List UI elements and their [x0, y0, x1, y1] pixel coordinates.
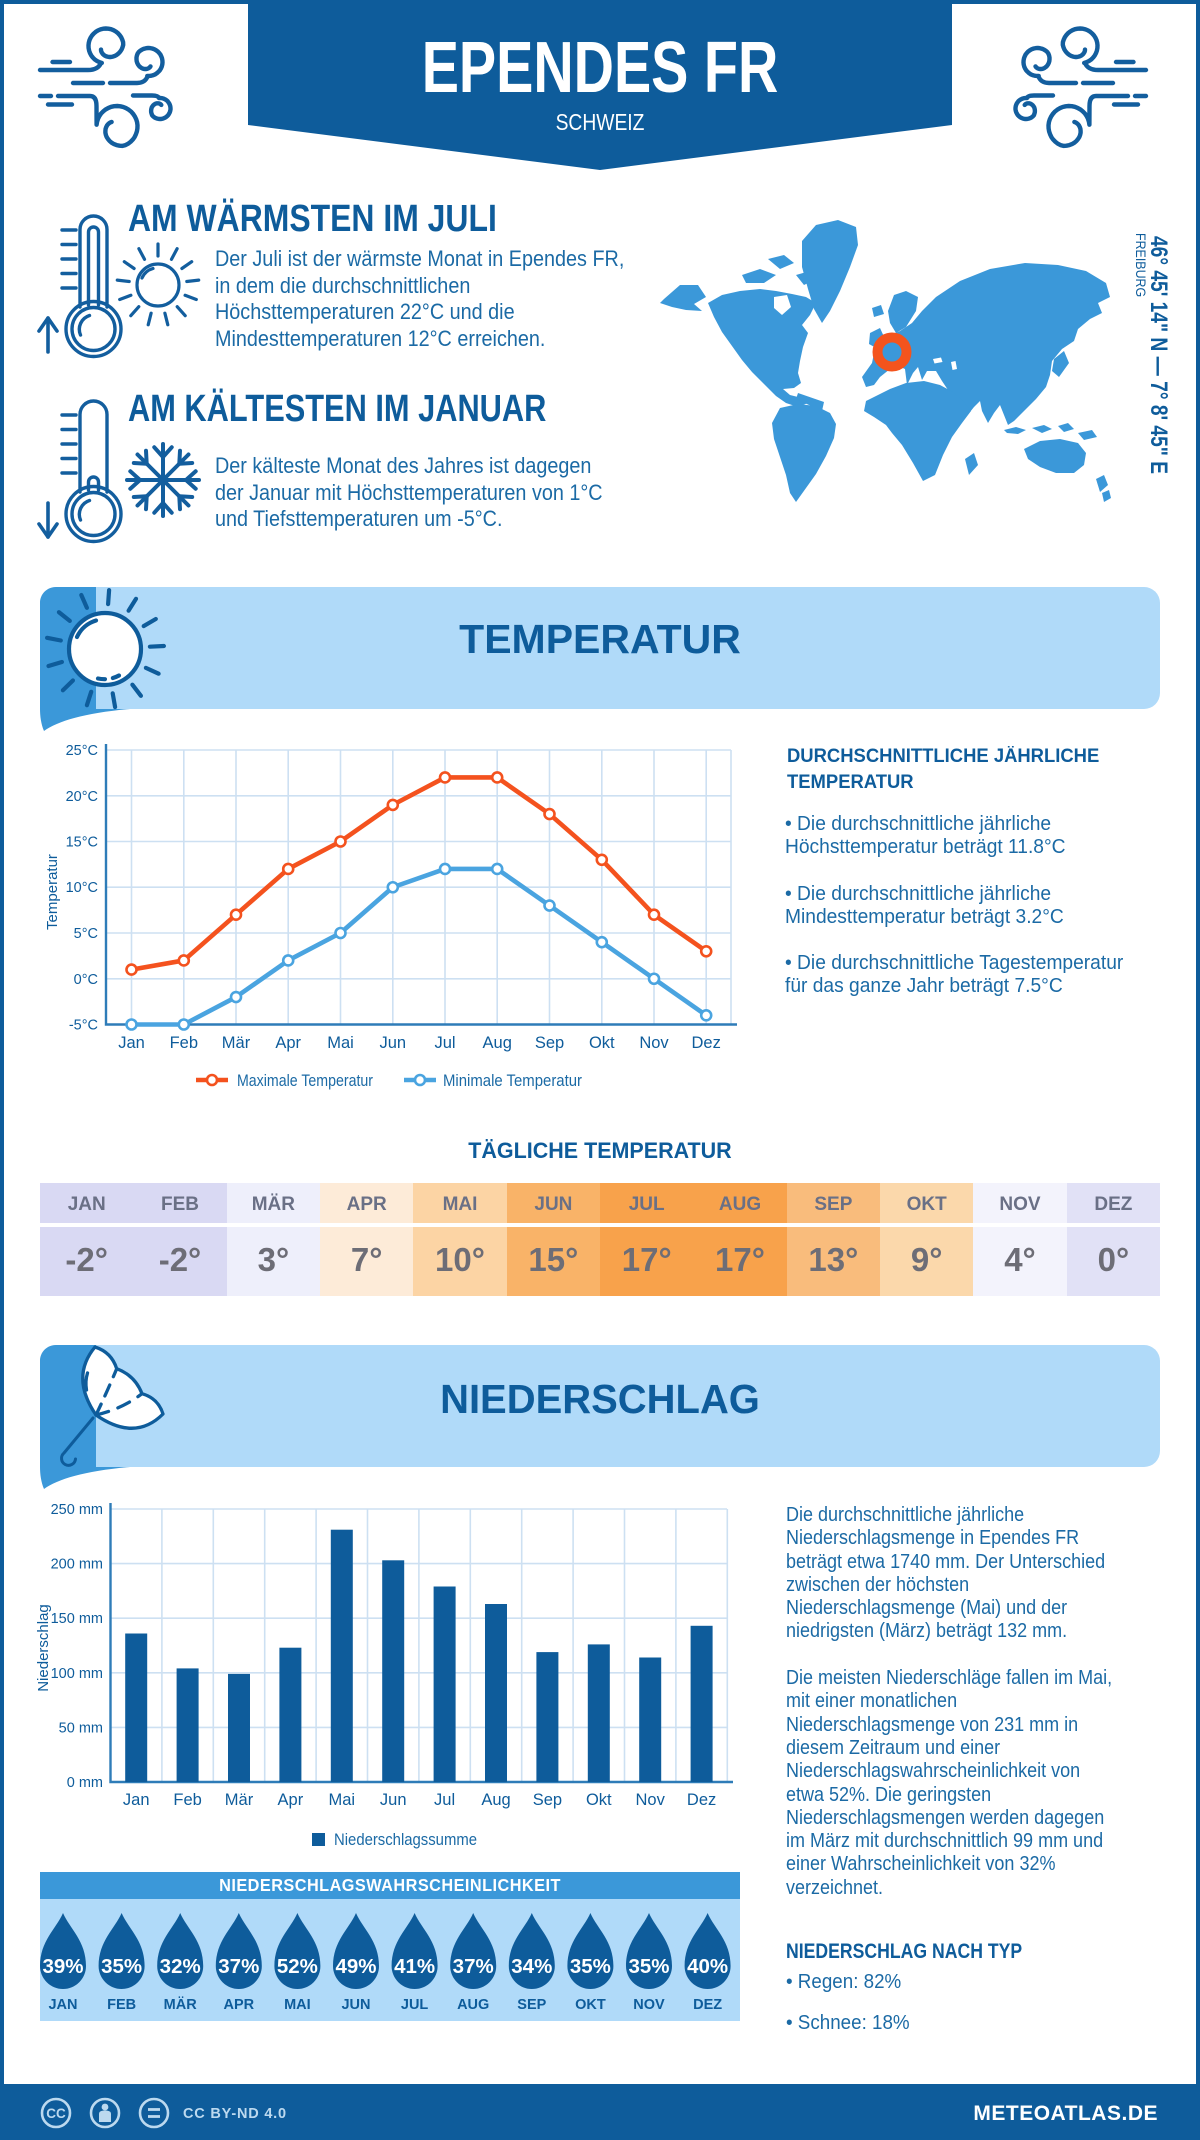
- svg-text:0 mm: 0 mm: [67, 1775, 103, 1791]
- svg-text:Niederschlag: Niederschlag: [35, 1604, 52, 1692]
- svg-text:37%: 37%: [218, 1955, 259, 1978]
- svg-text:100 mm: 100 mm: [51, 1666, 103, 1682]
- svg-text:Jun: Jun: [379, 1034, 406, 1052]
- svg-text:52%: 52%: [277, 1955, 318, 1978]
- svg-text:40%: 40%: [687, 1955, 728, 1978]
- svg-text:10°C: 10°C: [66, 880, 98, 896]
- svg-text:Mai: Mai: [329, 1791, 356, 1809]
- svg-text:Aug: Aug: [481, 1791, 510, 1809]
- svg-text:Feb: Feb: [170, 1034, 198, 1052]
- svg-text:Okt: Okt: [589, 1034, 615, 1052]
- svg-text:37%: 37%: [453, 1955, 494, 1978]
- svg-text:35%: 35%: [101, 1955, 142, 1978]
- svg-text:20°C: 20°C: [66, 789, 98, 805]
- svg-text:APR: APR: [223, 1997, 254, 2013]
- svg-text:200 mm: 200 mm: [51, 1557, 103, 1573]
- svg-text:Dez: Dez: [687, 1791, 716, 1809]
- svg-text:JAN: JAN: [48, 1997, 77, 2013]
- svg-text:Aug: Aug: [483, 1034, 512, 1052]
- svg-text:15°C: 15°C: [66, 835, 98, 851]
- svg-text:MÄR: MÄR: [164, 1996, 198, 2013]
- svg-text:-5°C: -5°C: [69, 1018, 98, 1034]
- svg-text:250 mm: 250 mm: [51, 1502, 103, 1518]
- svg-text:Apr: Apr: [278, 1791, 304, 1809]
- svg-text:41%: 41%: [394, 1955, 435, 1978]
- svg-text:Nov: Nov: [639, 1034, 669, 1052]
- svg-text:Jun: Jun: [380, 1791, 407, 1809]
- svg-text:Jan: Jan: [123, 1791, 150, 1809]
- svg-text:150 mm: 150 mm: [51, 1611, 103, 1627]
- svg-text:0°C: 0°C: [74, 972, 98, 988]
- svg-text:Okt: Okt: [586, 1791, 612, 1809]
- svg-text:Mai: Mai: [327, 1034, 354, 1052]
- svg-text:Sep: Sep: [535, 1034, 564, 1052]
- svg-text:MAI: MAI: [284, 1997, 311, 2013]
- svg-text:Jul: Jul: [434, 1034, 455, 1052]
- svg-text:5°C: 5°C: [74, 926, 98, 942]
- svg-text:35%: 35%: [628, 1955, 669, 1978]
- svg-text:Minimale Temperatur: Minimale Temperatur: [443, 1071, 582, 1090]
- svg-text:34%: 34%: [511, 1955, 552, 1978]
- svg-text:25°C: 25°C: [66, 743, 98, 759]
- svg-text:Mär: Mär: [225, 1791, 254, 1809]
- svg-text:Jan: Jan: [118, 1034, 145, 1052]
- svg-text:JUN: JUN: [341, 1997, 370, 2013]
- svg-text:39%: 39%: [42, 1955, 83, 1978]
- svg-text:CC BY-ND 4.0: CC BY-ND 4.0: [183, 2106, 287, 2122]
- svg-text:DEZ: DEZ: [693, 1997, 722, 2013]
- svg-text:JUL: JUL: [401, 1997, 429, 2013]
- svg-text:50 mm: 50 mm: [59, 1720, 103, 1736]
- svg-text:Apr: Apr: [275, 1034, 301, 1052]
- svg-text:32%: 32%: [160, 1955, 201, 1978]
- svg-text:OKT: OKT: [575, 1997, 606, 2013]
- svg-text:Nov: Nov: [636, 1791, 666, 1809]
- svg-text:CC: CC: [46, 2106, 66, 2121]
- svg-text:Maximale Temperatur: Maximale Temperatur: [237, 1071, 373, 1090]
- svg-text:Sep: Sep: [533, 1791, 562, 1809]
- svg-text:Temperatur: Temperatur: [44, 854, 61, 930]
- svg-text:FEB: FEB: [107, 1997, 136, 2013]
- svg-text:Mär: Mär: [222, 1034, 251, 1052]
- svg-text:AUG: AUG: [457, 1997, 489, 2013]
- svg-text:Dez: Dez: [692, 1034, 721, 1052]
- svg-text:SEP: SEP: [517, 1997, 546, 2013]
- svg-text:Niederschlagssumme: Niederschlagssumme: [334, 1830, 477, 1849]
- svg-text:49%: 49%: [335, 1955, 376, 1978]
- svg-text:NOV: NOV: [633, 1997, 665, 2013]
- svg-text:Jul: Jul: [434, 1791, 455, 1809]
- svg-text:Feb: Feb: [173, 1791, 201, 1809]
- svg-text:35%: 35%: [570, 1955, 611, 1978]
